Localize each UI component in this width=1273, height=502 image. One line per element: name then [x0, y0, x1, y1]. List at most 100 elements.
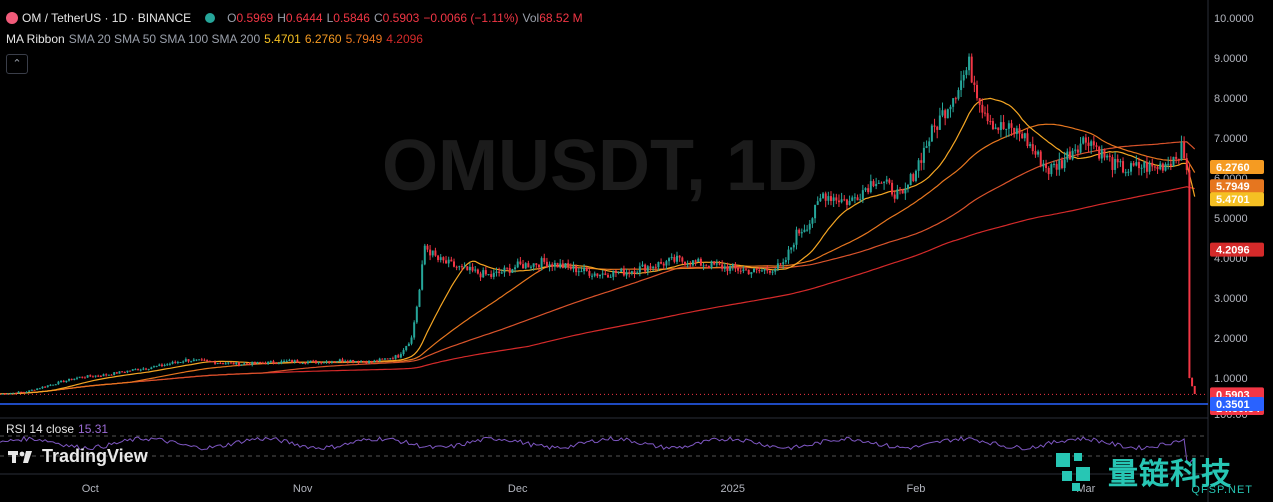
candle-body [596, 273, 599, 277]
candle-body [1191, 378, 1194, 386]
candle-body [994, 127, 997, 130]
candle-body [232, 362, 235, 365]
candle-body [256, 361, 259, 364]
candle-body [75, 377, 78, 379]
candle-body [864, 188, 867, 191]
candle-body [1098, 146, 1101, 159]
candle-body [819, 198, 822, 202]
candle-body [824, 193, 827, 201]
candle-body [904, 188, 907, 194]
candle-body [723, 266, 726, 269]
candle-body [617, 271, 620, 273]
rsi-legend[interactable]: RSI 14 close 15.31 [6, 422, 112, 436]
candle-body [9, 393, 12, 395]
candle-body [920, 160, 923, 163]
candle-body [585, 267, 588, 271]
candle-body [614, 270, 617, 273]
candle-body [537, 264, 540, 268]
candle-body [1169, 163, 1172, 166]
candle-body [699, 258, 702, 266]
candle-body [370, 360, 373, 363]
candle-body [203, 359, 206, 361]
candle-body [357, 361, 360, 363]
candle-body [646, 266, 649, 272]
candle-body [1111, 157, 1114, 170]
candle-body [437, 255, 440, 261]
candle-body [1047, 168, 1050, 175]
ma-value-1: 5.4701 [264, 32, 301, 46]
candle-body [1084, 137, 1087, 143]
candle-body [376, 360, 379, 362]
candle-body [301, 362, 304, 364]
candle-body [776, 263, 779, 269]
candle-body [628, 272, 631, 274]
candle-body [734, 264, 737, 268]
candle-body [946, 109, 949, 119]
candle-body [787, 249, 790, 261]
candle-body [291, 360, 294, 363]
candle-body [665, 261, 668, 266]
candle-body [466, 266, 469, 271]
candle-body [99, 375, 102, 377]
candle-body [591, 275, 594, 277]
candle-body [123, 372, 126, 374]
candle-body [532, 263, 535, 267]
candle-body [198, 359, 201, 361]
candle-body [1143, 162, 1146, 168]
candle-body [572, 265, 575, 269]
candle-body [1066, 151, 1069, 160]
symbol-title[interactable]: OM / TetherUS · 1D · BINANCE [22, 11, 192, 25]
candle-body [431, 250, 434, 256]
price-axis-tag-label: 5.7949 [1216, 181, 1250, 193]
candle-body [768, 270, 771, 273]
candle-body [567, 263, 570, 267]
candle-body [44, 386, 47, 388]
candle-body [288, 360, 291, 362]
candle-body [1175, 156, 1178, 159]
candle-body [1135, 162, 1138, 166]
candle-body [333, 361, 336, 363]
candle-body [601, 273, 604, 275]
x-tick-label: Dec [508, 483, 528, 495]
candle-body [954, 98, 957, 100]
candle-body [1103, 149, 1106, 158]
vol-value: 68.52 M [539, 11, 583, 25]
candle-body [118, 371, 121, 374]
candle-body [150, 367, 153, 369]
x-tick-label: Feb [906, 483, 925, 495]
candle-body [1034, 151, 1037, 155]
candle-body [338, 359, 341, 362]
high-value: 0.6444 [285, 11, 323, 25]
candle-body [208, 360, 211, 362]
candle-body [633, 271, 636, 274]
candle-body [1015, 128, 1018, 135]
candle-body [1119, 161, 1122, 163]
candle-body [1087, 142, 1090, 146]
candle-body [78, 376, 81, 378]
candle-body [468, 266, 471, 271]
candle-body [840, 199, 843, 203]
candle-body [450, 259, 453, 262]
candle-body [219, 362, 222, 364]
candle-body [152, 366, 155, 368]
candle-body [930, 125, 933, 142]
candle-body [718, 263, 721, 265]
candle-body [463, 266, 466, 268]
candle-body [588, 270, 591, 276]
candle-body [808, 223, 811, 230]
open-label: O [227, 11, 237, 25]
candle-body [999, 122, 1002, 131]
tradingview-logo[interactable]: TradingView [8, 446, 148, 467]
candle-body [81, 376, 84, 378]
collapse-legend-button[interactable]: ⌃ [6, 54, 28, 74]
candle-body [458, 266, 461, 268]
candle-body [1167, 163, 1170, 165]
ma-ribbon-legend[interactable]: MA Ribbon SMA 20 SMA 50 SMA 100 SMA 200 … [6, 32, 427, 46]
candle-body [131, 369, 134, 371]
candle-body [678, 255, 681, 258]
candle-body [707, 266, 710, 268]
candle-body [883, 181, 886, 183]
candle-body [421, 264, 424, 290]
